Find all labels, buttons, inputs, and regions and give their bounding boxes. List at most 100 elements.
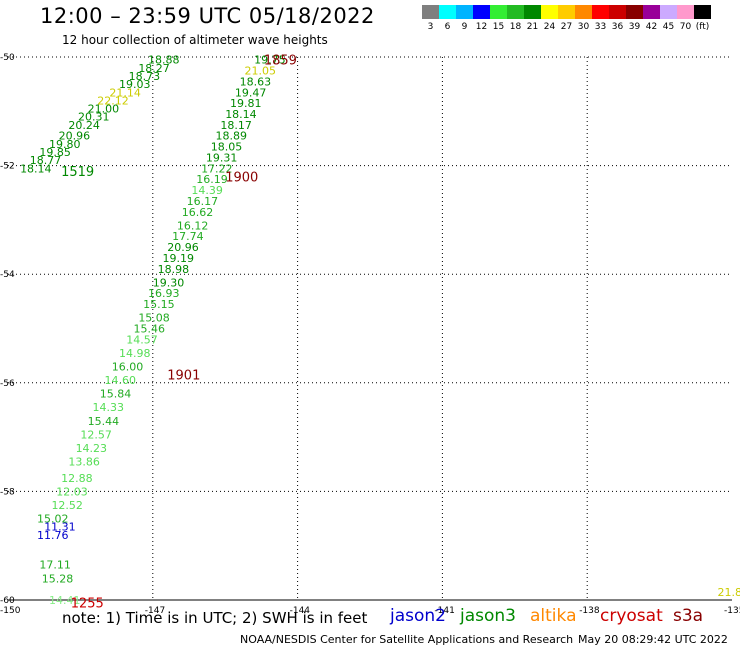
swh-point-label: 16.19 <box>196 173 228 186</box>
page-subtitle: 12 hour collection of altimeter wave hei… <box>62 33 328 47</box>
legend-swatches <box>422 5 711 19</box>
legend-label: 15 <box>492 22 505 32</box>
legend-label: (ft) <box>695 22 710 32</box>
lon-tick-label: -144 <box>290 606 311 616</box>
swh-point-label: 12.03 <box>56 485 87 498</box>
legend-label: 18 <box>509 22 522 32</box>
lon-tick-label: -138 <box>579 606 600 616</box>
pass-time-label: 1859 <box>264 54 297 69</box>
legend-altika: altika <box>530 606 577 626</box>
pass-time-label: 1255 <box>71 597 104 612</box>
legend-label: 27 <box>560 22 573 32</box>
color-legend: 3 6 9 12 15 18 21 24 27 30 33 36 39 42 45 70 (ft) <box>422 5 711 32</box>
swh-point-label: 20.96 <box>167 241 199 254</box>
legend-swatch <box>643 5 660 19</box>
swh-point-label: 19.81 <box>230 97 262 110</box>
swh-point-label: 18.73 <box>129 70 161 83</box>
swh-point-label: 19.75 <box>254 54 286 67</box>
legend-jason2: jason2 <box>390 606 446 626</box>
swh-point-label: 11.31 <box>44 521 75 534</box>
swh-point-label: 19.31 <box>206 151 238 164</box>
swh-point-label: 19.03 <box>119 78 151 91</box>
legend-swatch <box>473 5 490 19</box>
swh-point-label: 11.76 <box>37 529 69 542</box>
legend-swatch <box>626 5 643 19</box>
swh-point-label: 18.89 <box>216 130 248 143</box>
legend-label: 24 <box>543 22 556 32</box>
swh-point-label: 14.60 <box>105 374 136 387</box>
legend-swatch <box>592 5 609 19</box>
lat-tick-label: -52 <box>0 162 15 172</box>
swh-point-label: 16.93 <box>148 287 180 300</box>
legend-swatch <box>677 5 694 19</box>
legend-swatch <box>694 5 711 19</box>
lon-tick-label: -135 <box>724 606 740 616</box>
legend-label: 3 <box>427 22 434 32</box>
legend-swatch <box>490 5 507 19</box>
swh-point-label: 18.63 <box>240 75 272 88</box>
timestamp-text: May 20 08:29:42 UTC 2022 <box>578 633 728 646</box>
swh-point-label: 18.05 <box>211 141 243 154</box>
legend-swatch <box>439 5 456 19</box>
swh-point-label: 19.30 <box>153 276 185 289</box>
credit-text: NOAA/NESDIS Center for Satellite Applica… <box>240 633 574 646</box>
swh-point-label: 14.41 <box>49 594 81 607</box>
swh-point-label: 12.57 <box>80 428 112 441</box>
legend-swatch <box>558 5 575 19</box>
swh-point-label: 18.88 <box>148 54 180 67</box>
legend-label: 12 <box>475 22 488 32</box>
lat-tick-label: -50 <box>0 53 15 63</box>
swh-point-label: 20.96 <box>59 130 91 143</box>
note-text: note: 1) Time is in UTC; 2) SWH is in fe… <box>62 609 368 627</box>
swh-point-label: 19.19 <box>162 252 194 265</box>
swh-point-label: 20.31 <box>78 111 110 124</box>
legend-label: 36 <box>611 22 624 32</box>
legend-label: 21 <box>526 22 539 32</box>
legend-swatch <box>541 5 558 19</box>
legend-label: 6 <box>444 22 451 32</box>
swh-point-label: 21.00 <box>88 103 120 116</box>
legend-label: 9 <box>461 22 468 32</box>
legend-swatch <box>456 5 473 19</box>
lat-tick-label: -60 <box>0 596 15 606</box>
legend-s3a: s3a <box>673 606 704 626</box>
swh-point-label: 18.27 <box>138 62 170 75</box>
swh-point-label: 15.02 <box>37 513 69 526</box>
pass-time-label: 1519 <box>61 165 94 180</box>
swh-point-label: 16.17 <box>187 195 219 208</box>
page-title: 12:00 – 23:59 UTC 05/18/2022 <box>40 4 375 28</box>
swh-point-label: 15.08 <box>138 312 170 325</box>
legend-swatch <box>507 5 524 19</box>
swh-point-label: 15.15 <box>143 298 175 311</box>
legend-cryosat: cryosat <box>600 606 663 626</box>
swh-point-label: 15.28 <box>42 572 74 585</box>
legend-jason3: jason3 <box>460 606 516 626</box>
legend-swatch <box>524 5 541 19</box>
lon-tick-label: -150 <box>0 606 21 616</box>
swh-point-label: 14.33 <box>92 401 124 414</box>
swh-point-label: 21.05 <box>245 65 276 78</box>
footer-note: note: 1) Time is in UTC; 2) SWH is in fe… <box>62 609 367 627</box>
swh-point-label: 18.14 <box>20 162 52 175</box>
swh-point-label: 14.98 <box>119 347 151 360</box>
swh-point-label: 19.85 <box>39 146 71 159</box>
swh-point-label: 18.77 <box>30 154 62 167</box>
swh-point-label: 18.14 <box>225 108 257 121</box>
legend-swatch <box>660 5 677 19</box>
legend-label: 39 <box>628 22 641 32</box>
swh-point-label: 17.74 <box>172 230 204 243</box>
swh-point-label: 17.22 <box>201 162 233 175</box>
legend-label: 45 <box>662 22 675 32</box>
legend-label: 70 <box>679 22 692 32</box>
legend-label: 42 <box>645 22 658 32</box>
swh-point-label: 19.80 <box>49 138 81 151</box>
swh-point-label: 14.23 <box>76 442 108 455</box>
legend-labels: 3 6 9 12 15 18 21 24 27 30 33 36 39 42 45 70 (ft) <box>422 22 711 32</box>
swh-point-label: 12.52 <box>51 499 83 512</box>
swh-point-label: 12.88 <box>61 472 93 485</box>
swh-point-label: 19.47 <box>235 86 267 99</box>
swh-point-label: 18.98 <box>158 263 190 276</box>
swh-point-label: 15.46 <box>133 323 165 336</box>
swh-point-label: 17.11 <box>39 559 71 572</box>
